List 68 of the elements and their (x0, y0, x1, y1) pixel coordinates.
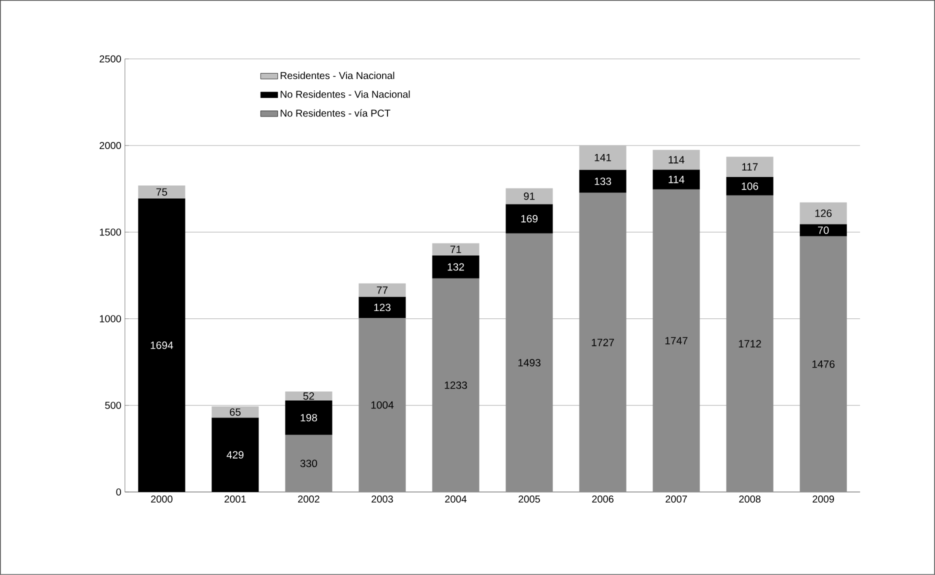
bar (800, 224, 847, 236)
bar (358, 283, 406, 297)
data-label: 114 (668, 176, 684, 184)
bar (285, 434, 332, 492)
bar (726, 156, 774, 178)
bar (138, 186, 186, 199)
data-label: 141 (594, 154, 612, 162)
data-label: 1476 (812, 360, 835, 368)
data-label: 1004 (371, 401, 394, 409)
data-label: 91 (524, 192, 535, 200)
bar (212, 418, 259, 492)
bar (800, 202, 847, 224)
data-label: 429 (226, 451, 244, 459)
data-label: 1727 (592, 338, 614, 346)
data-label: 52 (303, 392, 314, 400)
y-tick-label: 0 (116, 488, 122, 496)
data-label: 106 (742, 182, 758, 190)
bar (579, 145, 626, 170)
y-tick-label: 2000 (100, 142, 122, 150)
data-label: 65 (230, 408, 241, 416)
bar (358, 296, 406, 318)
y-tick-label: 500 (105, 402, 122, 409)
x-tick-label: 2005 (518, 496, 540, 503)
x-tick-label: 2004 (445, 496, 467, 503)
y-tick-label: 1500 (100, 228, 122, 236)
data-label: 1747 (665, 337, 688, 344)
x-tick-label: 2002 (298, 496, 320, 503)
legend-label: No Residentes - vía PCT (280, 109, 390, 117)
bar (506, 188, 553, 204)
bar (432, 243, 480, 256)
data-label: 133 (594, 178, 612, 186)
bar (506, 204, 553, 234)
data-label: 1233 (444, 382, 467, 389)
bar (212, 406, 259, 418)
x-tick-label: 2001 (224, 496, 246, 503)
legend-label: Residentes - Via Nacional (280, 72, 394, 80)
x-tick-label: 2006 (592, 496, 614, 503)
data-label: 75 (156, 188, 168, 196)
data-label: 198 (300, 414, 318, 422)
data-label: 126 (815, 210, 832, 218)
bar (285, 392, 332, 401)
bar (652, 170, 700, 190)
data-label: 1694 (150, 342, 174, 350)
y-tick-label: 1000 (100, 315, 122, 322)
data-label: 77 (376, 286, 388, 294)
bar (726, 177, 774, 196)
data-label: 1493 (518, 359, 540, 366)
data-label: 114 (668, 156, 684, 164)
x-tick-label: 2008 (739, 496, 760, 503)
y-tick-label: 2500 (100, 55, 122, 62)
x-tick-label: 2003 (372, 496, 393, 503)
data-label: 330 (300, 460, 318, 468)
data-label: 1712 (738, 340, 761, 348)
data-label: 169 (521, 215, 538, 222)
data-label: 70 (818, 226, 829, 234)
bar (652, 150, 700, 170)
x-tick-label: 2007 (666, 496, 687, 503)
data-label: 71 (450, 246, 462, 254)
bar (138, 198, 186, 492)
data-label: 117 (742, 163, 758, 171)
bar (432, 256, 480, 278)
bar (285, 400, 332, 435)
data-label: 123 (374, 304, 391, 312)
x-tick-label: 2000 (151, 496, 172, 503)
data-label: 132 (448, 263, 464, 271)
legend-label: No Residentes - Via Nacional (280, 90, 410, 98)
bar (579, 170, 626, 193)
x-tick-label: 2009 (812, 496, 834, 503)
